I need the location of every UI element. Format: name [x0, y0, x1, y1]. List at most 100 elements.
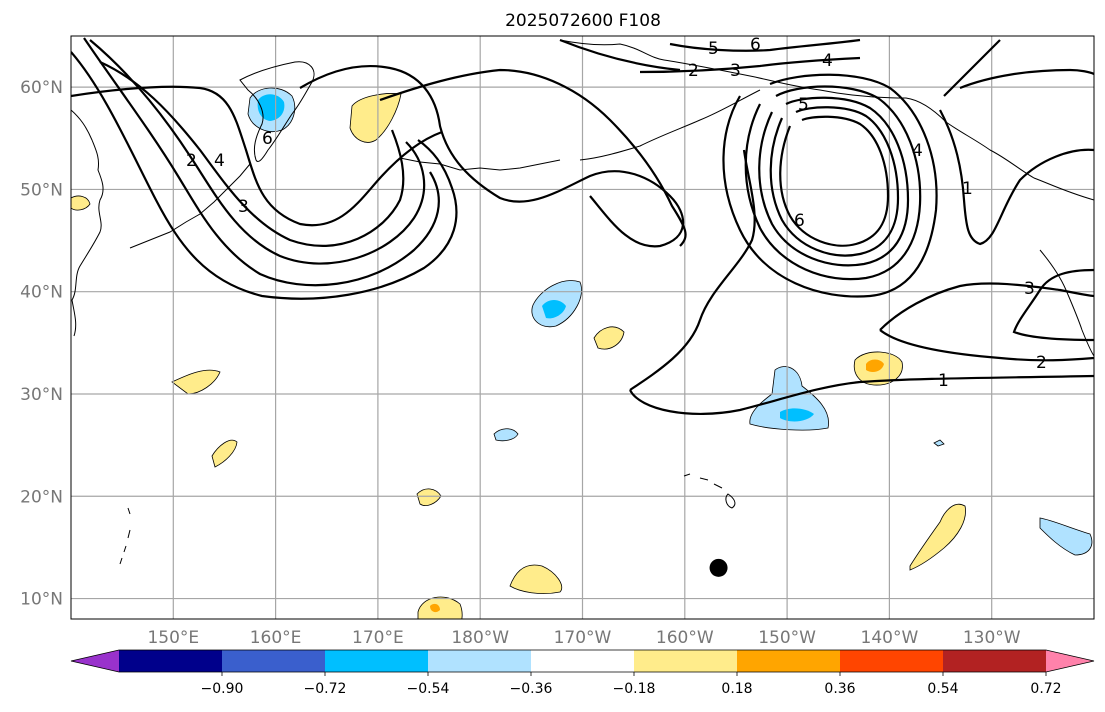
contour-label-group: 1 1 2 2 2 3 3 3 4 4 4 5 5 6 6 6: [186, 35, 1047, 391]
colorbar-tick-label: −0.72: [304, 681, 347, 697]
colorbar-tick-label: 0.54: [927, 681, 958, 697]
lat-tick-label: 20°N: [20, 487, 63, 507]
contour-label-4c: 4: [214, 151, 225, 171]
colorbar-segment: [222, 650, 326, 672]
shade-kamchatka: [247, 87, 296, 132]
contour-west-1: [71, 85, 443, 227]
contour-east-3: [1012, 268, 1094, 342]
shade-blue-tiny: [933, 439, 945, 447]
contour-label-5: 5: [708, 39, 719, 59]
shade-blue-26n: [493, 428, 519, 442]
coast-northwest-us: [1039, 249, 1094, 357]
map-panel: 1 1 2 2 2 3 3 3 4 4 4 5 5 6 6 6: [70, 35, 1095, 620]
contour-label-5b: 5: [798, 95, 809, 115]
shade-eastpacific-blue: [749, 366, 829, 431]
coast-asia: [71, 109, 104, 337]
contour-label-3b: 3: [730, 61, 741, 81]
latitude-tick-labels: 10°N 20°N 30°N 40°N 50°N 60°N: [20, 78, 63, 609]
colorbar-segment: [840, 650, 944, 672]
contour-label-3: 3: [1024, 279, 1035, 299]
contour-label-6b: 6: [794, 211, 805, 231]
shade-yellow-25n: [211, 439, 238, 468]
contour-nearcoast-3: [943, 39, 1001, 97]
colorbar-tick-label: 0.18: [721, 681, 752, 697]
lat-tick-label: 60°N: [20, 78, 63, 98]
contour-west-3: [89, 39, 426, 265]
colorbar-segment: [531, 650, 635, 672]
colorbar-tick-label: 0.72: [1030, 681, 1061, 697]
lon-tick-label: 170°W: [554, 628, 612, 648]
colorbar-tick-label: 0.36: [824, 681, 855, 697]
contour-nearcoast-2: [959, 68, 1094, 90]
contour-east-high-3: [758, 96, 910, 267]
contour-label-4b: 4: [912, 141, 923, 161]
contour-label-1b: 1: [962, 179, 973, 199]
contour-west-5: [71, 51, 458, 300]
lat-tick-label: 10°N: [20, 590, 63, 610]
lon-tick-label: 150°W: [758, 628, 816, 648]
shade-yellow-18n-east: [909, 503, 966, 571]
coast-hawaii: [683, 473, 736, 509]
lon-tick-label: 180°W: [451, 628, 509, 648]
shade-yellow-31n-west: [171, 369, 221, 395]
colorbar-segment: [119, 650, 223, 672]
contour-west-6: [299, 64, 685, 248]
colorbar-tick-label: −0.36: [510, 681, 553, 697]
colorbar: −0.90 −0.72 −0.54 −0.36 −0.18 0.18 0.36 0.54 0.7…: [70, 649, 1095, 697]
colorbar-segment: [428, 650, 532, 672]
coast-kuril-chain: [129, 163, 251, 249]
contour-label-2: 2: [1036, 353, 1047, 373]
contour-label-6: 6: [750, 35, 761, 55]
coast-marianas: [119, 507, 131, 565]
lon-tick-label: 150°E: [147, 628, 199, 648]
contour-north-5: [669, 38, 861, 52]
contour-label-4: 4: [822, 51, 833, 71]
contour-east-high-4: [769, 106, 900, 257]
lon-tick-label: 160°W: [656, 628, 714, 648]
coast-alaska: [559, 39, 1094, 201]
contour-east-2: [879, 282, 1094, 362]
contour-label-1: 1: [938, 371, 949, 391]
contour-north-3: [559, 38, 681, 72]
colorbar-extend-high: [1046, 650, 1094, 672]
lat-tick-label: 50°N: [20, 180, 63, 200]
contour-west-2: [99, 60, 405, 247]
contour-lines: [71, 37, 1094, 416]
lat-tick-label: 30°N: [20, 385, 63, 405]
lat-tick-label: 40°N: [20, 283, 63, 303]
colorbar-segment: [634, 650, 738, 672]
lon-tick-label: 170°E: [352, 628, 404, 648]
contour-label-2c: 2: [186, 151, 197, 171]
contour-bering-loop: [379, 68, 687, 247]
shade-yellow-left-edge: [71, 195, 91, 211]
map-frame: [70, 35, 1095, 620]
shade-yellow-12n: [509, 564, 563, 594]
contour-label-6c: 6: [262, 129, 273, 149]
contour-west-4: [83, 37, 440, 287]
contour-east-1: [629, 149, 1094, 416]
contour-east-high-5: [779, 115, 890, 247]
coast-aleutians: [399, 157, 561, 171]
colorbar-segment: [325, 650, 429, 672]
shade-yellow-9n: [417, 596, 463, 619]
lon-tick-label: 140°W: [861, 628, 919, 648]
contour-label-3c: 3: [238, 197, 249, 217]
storm-position-marker: [709, 558, 728, 577]
contour-label-2b: 2: [688, 61, 699, 81]
lon-tick-label: 160°E: [250, 628, 302, 648]
contour-nearcoast-1: [939, 109, 1094, 246]
longitude-tick-labels: 150°E 160°E 170°E 180°W 170°W 160°W 150°W 140°W…: [147, 628, 1020, 648]
contour-north-2: [639, 56, 861, 74]
shade-bering-yellow: [349, 93, 402, 143]
lon-tick-label: 130°W: [963, 628, 1021, 648]
shade-yellow-35n: [593, 326, 625, 350]
coast-kamchatka: [239, 61, 315, 163]
coast-alaska-peninsula: [579, 89, 761, 161]
shade-orange-31n: [853, 351, 903, 386]
colorbar-extend-low: [71, 650, 119, 672]
colorbar-tick-label: −0.18: [613, 681, 656, 697]
contour-east-high-2: [744, 85, 922, 281]
colorbar-segment: [737, 650, 841, 672]
coastlines: [71, 39, 1094, 565]
